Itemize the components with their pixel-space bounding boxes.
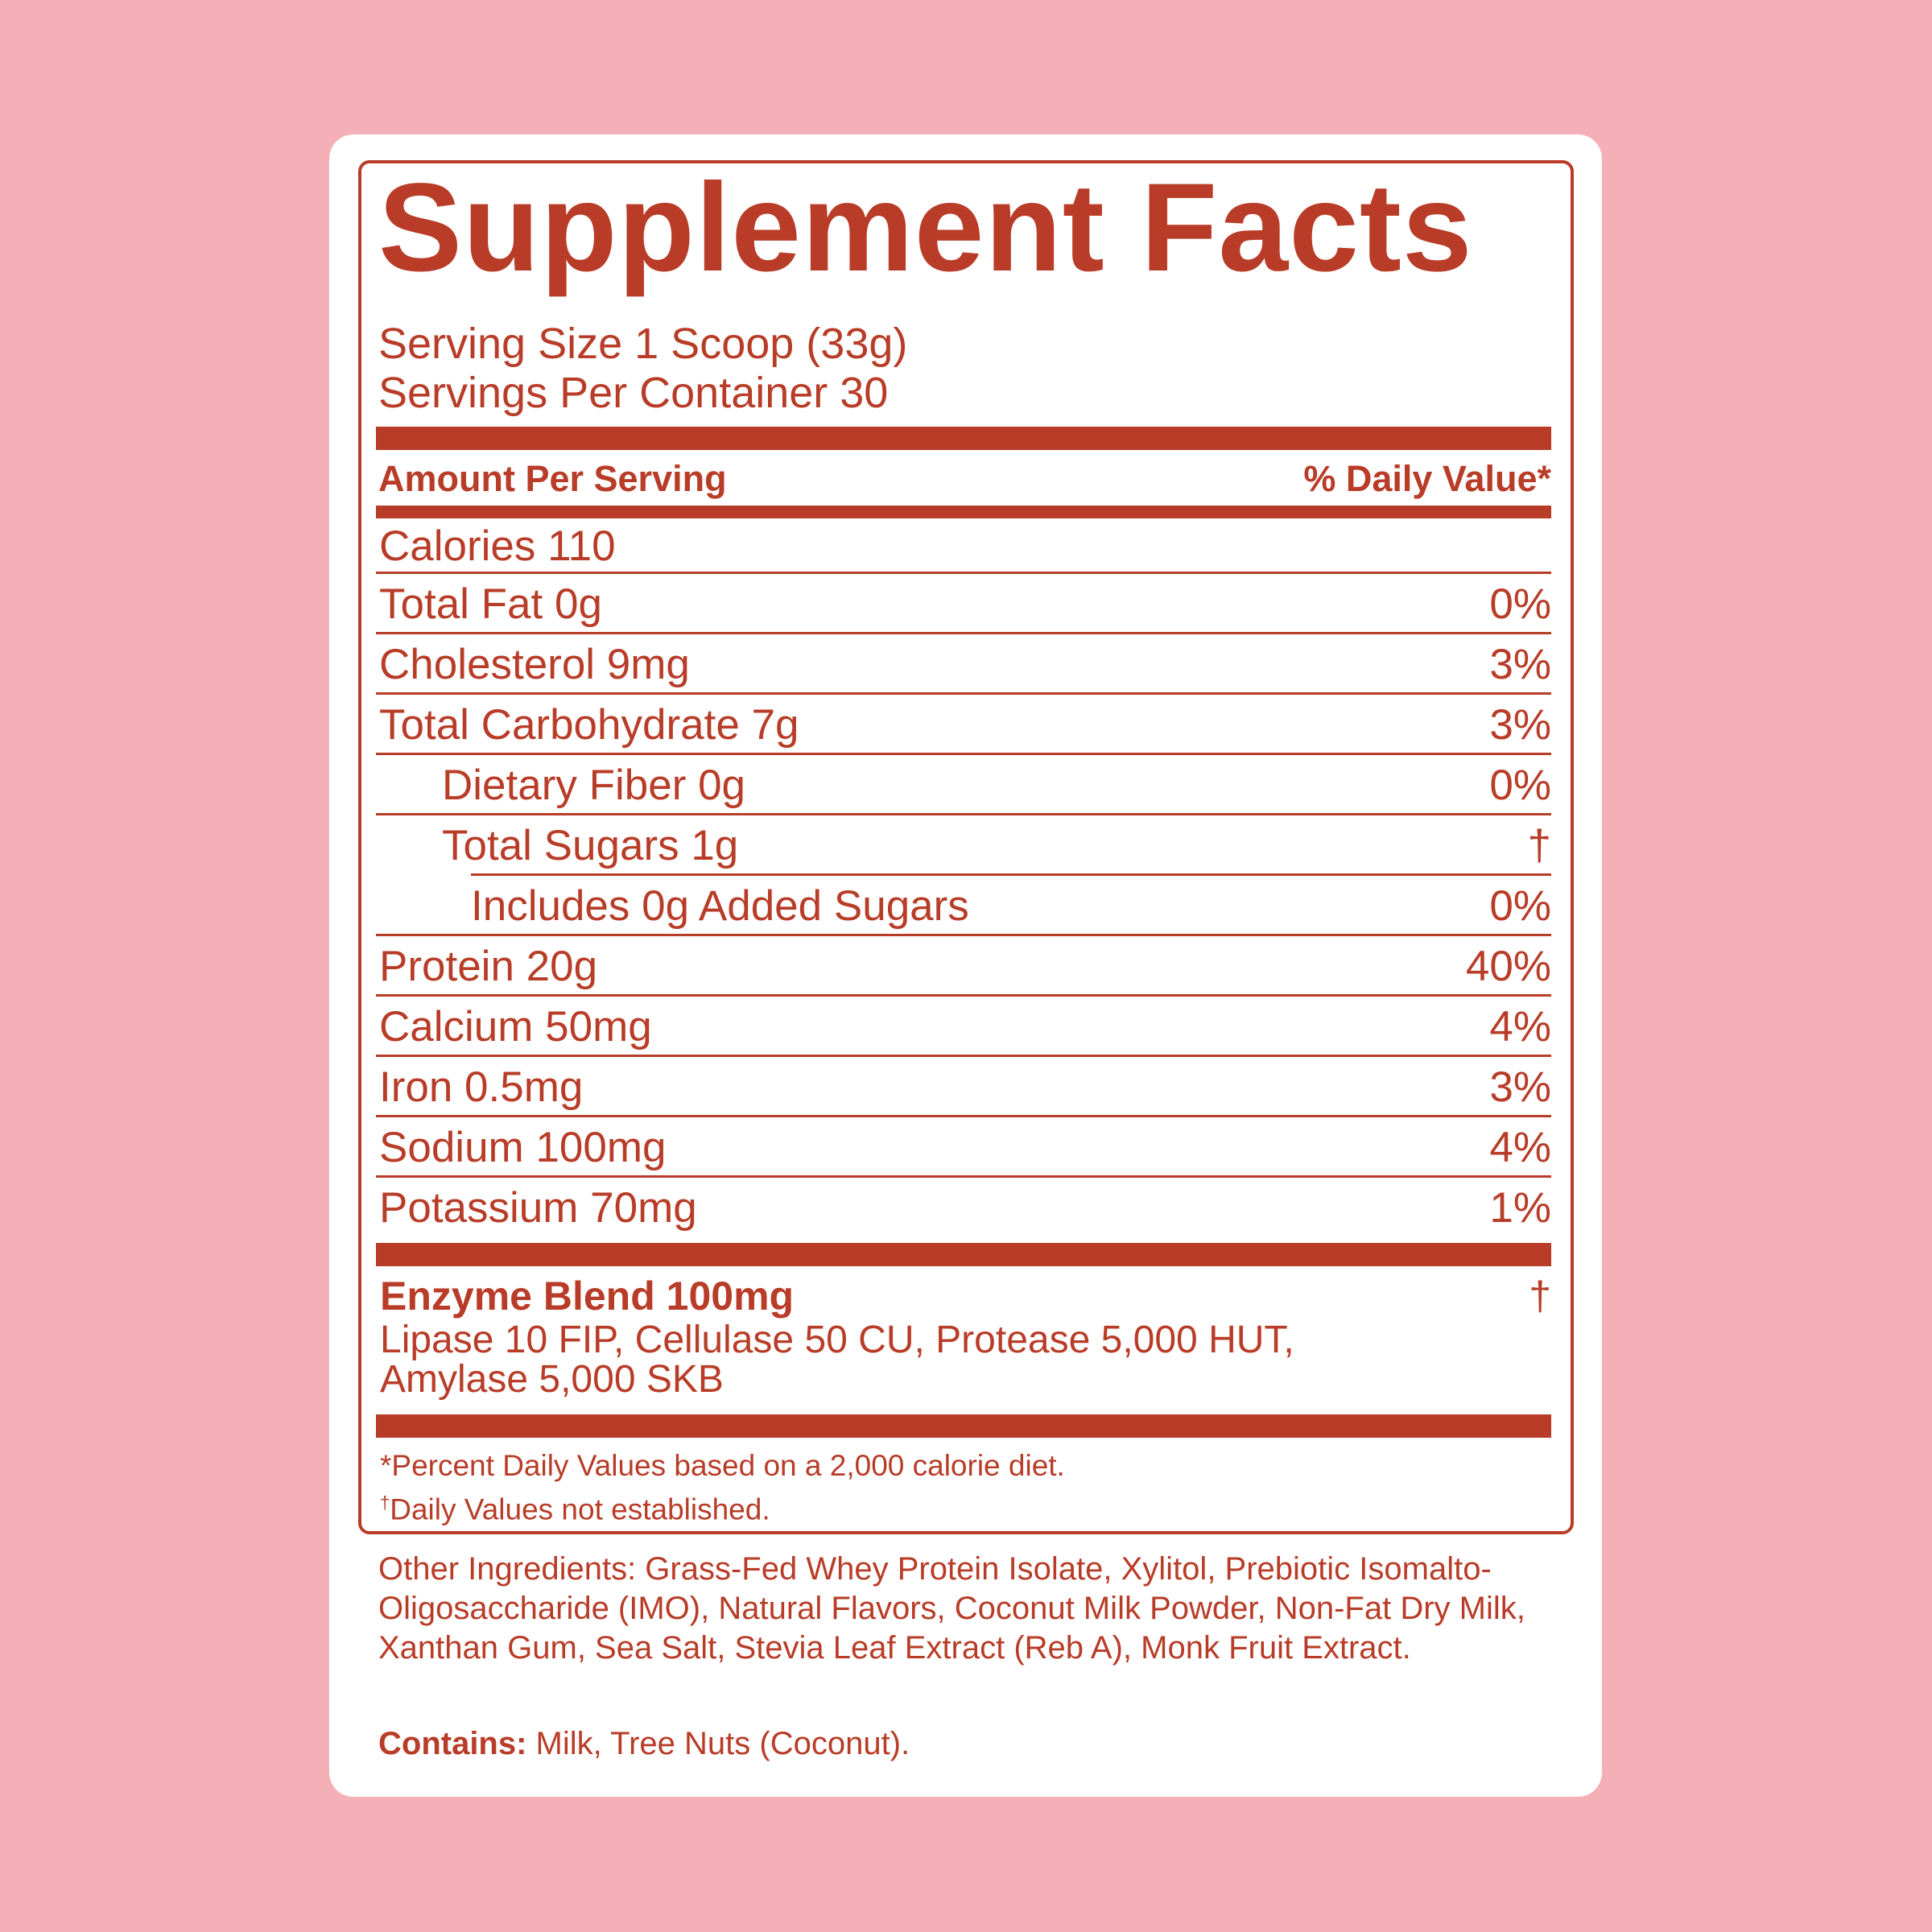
- nutrient-dv: 40%: [1465, 943, 1551, 990]
- allergen-statement: Contains: Milk, Tree Nuts (Coconut).: [378, 1724, 910, 1764]
- nutrient-dv: †: [1527, 822, 1551, 869]
- blend-ingredients-line: Lipase 10 FIP, Cellulase 50 CU, Protease…: [380, 1319, 1294, 1361]
- nutrient-dv: 0%: [1489, 580, 1551, 628]
- blend-dv: †: [1529, 1274, 1551, 1319]
- row-divider: [376, 753, 1551, 755]
- nutrient-label: Iron 0.5mg: [379, 1063, 584, 1111]
- nutrient-row: Calories 110: [376, 518, 1551, 574]
- nutrient-label: Calcium 50mg: [379, 1003, 652, 1051]
- nutrient-dv: 3%: [1489, 701, 1551, 749]
- nutrient-label: Total Carbohydrate 7g: [379, 701, 799, 749]
- other-ingredients: Other Ingredients: Grass-Fed Whey Protei…: [378, 1551, 1525, 1666]
- nutrient-row: Cholesterol 9mg 3%: [376, 634, 1551, 695]
- nutrient-label: Sodium 100mg: [379, 1124, 667, 1171]
- nutrient-dv: 0%: [1489, 762, 1551, 809]
- nutrient-row: Total Carbohydrate 7g 3%: [376, 695, 1551, 755]
- nutrient-row: Iron 0.5mg 3%: [376, 1057, 1551, 1117]
- nutrient-label: Includes 0g Added Sugars: [471, 882, 969, 930]
- nutrient-label: Cholesterol 9mg: [379, 641, 690, 688]
- nutrient-row: Dietary Fiber 0g 0%: [376, 755, 1551, 815]
- nutrient-dv: 3%: [1489, 1063, 1551, 1111]
- nutrient-label: Dietary Fiber 0g: [442, 762, 746, 809]
- nutrient-row: Potassium 70mg 1%: [376, 1178, 1551, 1238]
- nutrient-dv: 0%: [1489, 882, 1551, 930]
- nutrient-row: Sodium 100mg 4%: [376, 1117, 1551, 1178]
- thick-divider: [376, 1414, 1551, 1438]
- servings-per-container: Servings Per Container 30: [378, 369, 889, 417]
- column-header: Amount Per Serving % Daily Value*: [378, 455, 1551, 503]
- nutrient-label: Calories 110: [379, 522, 616, 570]
- blend-ingredients-line: Amylase 5,000 SKB: [380, 1358, 724, 1401]
- row-divider: [376, 1115, 1551, 1117]
- row-divider: [376, 994, 1551, 997]
- nutrient-row: Includes 0g Added Sugars 0%: [376, 876, 1551, 936]
- medium-divider: [376, 506, 1551, 518]
- label-card: [329, 134, 1602, 1797]
- row-divider: [376, 632, 1551, 634]
- footnotes: *Percent Daily Values based on a 2,000 c…: [380, 1447, 1065, 1528]
- nutrient-label: Total Fat 0g: [379, 580, 602, 628]
- nutrient-row: Protein 20g 40%: [376, 936, 1551, 997]
- row-divider: [376, 1175, 1551, 1178]
- thick-divider: [376, 427, 1551, 450]
- row-divider: [471, 873, 1551, 876]
- nutrient-dv: 4%: [1489, 1124, 1551, 1171]
- amount-per-serving-header: Amount Per Serving: [378, 458, 727, 499]
- nutrient-row: Total Fat 0g 0%: [376, 574, 1551, 634]
- row-divider: [376, 692, 1551, 695]
- nutrient-label: Protein 20g: [379, 943, 598, 990]
- nutrient-table: Calories 110 Total Fat 0g 0% Cholesterol …: [376, 518, 1551, 1238]
- nutrient-dv: 1%: [1489, 1184, 1551, 1232]
- footnote-not-established: Daily Values not established.: [390, 1492, 770, 1526]
- enzyme-blend: Enzyme Blend 100mg † Lipase 10 FIP, Cell…: [380, 1272, 1551, 1399]
- nutrient-dv: 4%: [1489, 1003, 1551, 1051]
- daily-value-header: % Daily Value*: [1303, 458, 1551, 499]
- row-divider: [376, 813, 1551, 815]
- serving-size: Serving Size 1 Scoop (33g): [378, 320, 908, 368]
- panel-title: Supplement Facts: [378, 158, 1473, 298]
- row-divider: [376, 572, 1551, 574]
- nutrient-label: Potassium 70mg: [379, 1184, 697, 1232]
- nutrient-label: Total Sugars 1g: [442, 822, 739, 869]
- blend-name: Enzyme Blend 100mg: [380, 1274, 795, 1319]
- nutrient-dv: 3%: [1489, 641, 1551, 688]
- supplement-facts-panel: [358, 160, 1574, 1534]
- contains-label: Contains:: [378, 1726, 527, 1761]
- nutrient-row: Calcium 50mg 4%: [376, 997, 1551, 1057]
- row-divider: [376, 934, 1551, 936]
- row-divider: [376, 1055, 1551, 1057]
- thick-divider: [376, 1243, 1551, 1266]
- dagger-mark: †: [380, 1492, 390, 1513]
- contains-value: Milk, Tree Nuts (Coconut).: [526, 1726, 910, 1761]
- nutrient-row: Total Sugars 1g †: [376, 815, 1551, 876]
- footnote-daily-values: *Percent Daily Values based on a 2,000 c…: [380, 1449, 1065, 1482]
